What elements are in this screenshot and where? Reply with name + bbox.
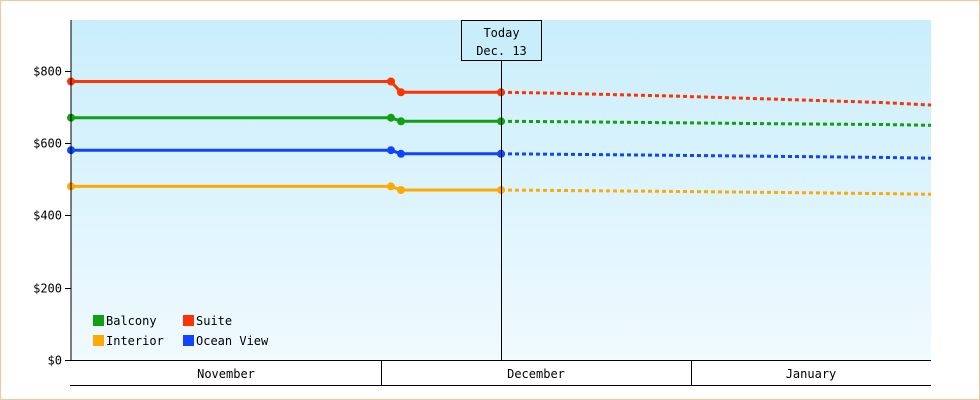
legend: Balcony Suite Interior Ocean View [93,314,269,348]
series-ocean-view-point-1 [387,146,395,155]
today-marker: Today Dec. 13 [461,20,542,360]
month-label-december: December [507,367,565,381]
month-label-january: January [786,367,837,381]
y-tick-label-600: $600 [33,137,62,151]
series-suite-point-1 [387,77,395,86]
series-ocean-view-forecast-line [500,152,932,160]
y-tick-label-200: $200 [33,282,62,296]
legend-label-balcony: Balcony [106,314,157,328]
series-balcony-history-line [71,116,501,123]
axes-layer: $0 $200 $400 $600 $800 November December Januar… [33,20,931,386]
y-tick-label-800: $800 [33,65,62,79]
series-balcony-point-2 [397,117,405,126]
series-suite-history-line [71,80,501,94]
month-label-november: November [197,367,255,381]
today-label: Today [483,26,519,40]
series-suite-forecast-line [500,90,932,107]
series-interior-forecast-line [500,188,932,196]
legend-label-ocean-view: Ocean View [196,334,269,348]
y-tick-label-0: $0 [48,354,62,368]
series-interior-point-1 [387,182,395,191]
today-date: Dec. 13 [476,44,527,58]
series-balcony-forecast-line [500,119,932,127]
today-box [461,20,542,61]
series-interior-history-line [71,184,501,192]
legend-swatch-balcony [93,315,104,326]
legend-swatch-ocean-view [183,335,194,346]
series-ocean-view-history-line [71,148,501,156]
series-suite-point-2 [397,88,405,97]
series-ocean-view-point-2 [397,149,405,158]
legend-swatch-interior [93,335,104,346]
legend-label-interior: Interior [106,334,164,348]
y-tick-label-400: $400 [33,209,62,223]
series-balcony-point-1 [387,113,395,122]
series-interior-point-2 [397,186,405,194]
legend-label-suite: Suite [196,314,232,328]
legend-swatch-suite [183,315,194,326]
